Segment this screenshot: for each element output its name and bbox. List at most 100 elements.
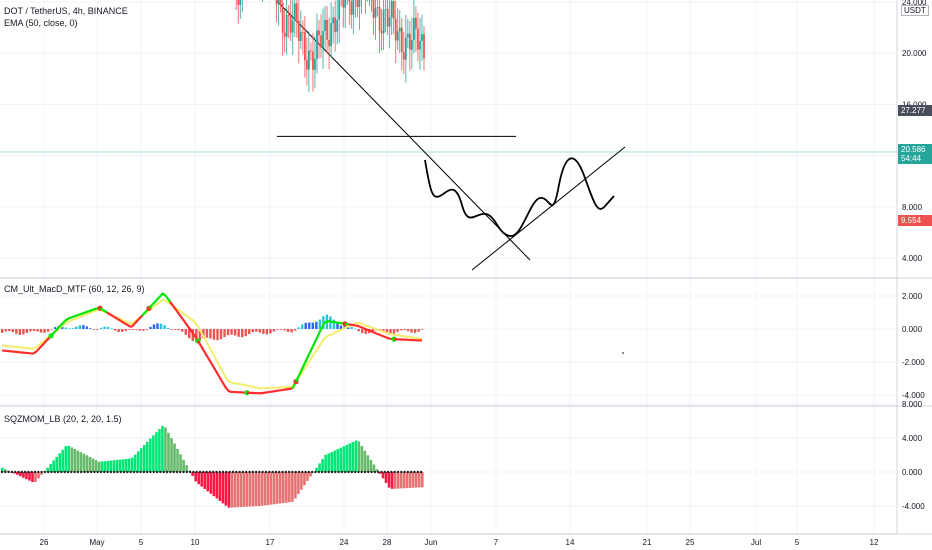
- macd-hist-bar: [50, 329, 53, 330]
- sqz-bar: [19, 472, 22, 477]
- time-scale[interactable]: 26 May 5 10 17 24 28 Jun 7 14 21 25 Jul 5 12: [40, 538, 879, 547]
- ascending-trendline: [471, 146, 626, 271]
- sqz-bar: [366, 455, 370, 472]
- squeeze-dot: [165, 470, 169, 474]
- squeeze-dot: [43, 470, 47, 474]
- squeeze-dot: [33, 470, 37, 474]
- macd-hist-bar: [89, 328, 92, 330]
- last-price-badge-text: 20.586: [901, 145, 926, 154]
- macd-line-segment: [372, 331, 377, 335]
- sqz-bar: [251, 472, 255, 507]
- macd-line-segment: [43, 338, 49, 345]
- macd-hist-bar: [22, 329, 25, 335]
- sqz-bar: [275, 472, 279, 504]
- candle-body: [350, 1, 353, 15]
- macd-hist-bar: [230, 329, 233, 335]
- ema-legend[interactable]: EMA (50, close, 0): [4, 18, 78, 28]
- squeeze-dot: [363, 470, 367, 474]
- squeeze-dot: [99, 470, 103, 474]
- candle-body: [356, 0, 359, 7]
- squeeze-dot: [4, 470, 7, 474]
- sqz-bar: [327, 453, 330, 472]
- sqz-bar: [4, 469, 7, 472]
- macd-line-segment: [71, 314, 76, 319]
- time-tick-label: 21: [643, 538, 652, 547]
- macd-hist-bar: [152, 324, 156, 329]
- macd-legend[interactable]: CM_Ult_MacD_MTF (60, 12, 26, 9): [4, 284, 145, 294]
- sqz-bar: [146, 441, 149, 472]
- macd-line-segment: [316, 329, 322, 339]
- squeeze-dot: [142, 470, 146, 474]
- squeeze-dot: [86, 470, 90, 474]
- squeeze-dot: [76, 470, 80, 474]
- sqz-bar: [321, 459, 324, 472]
- candle-body: [342, 0, 345, 8]
- squeeze-dot: [400, 470, 403, 474]
- macd-hist-bar: [399, 329, 403, 331]
- squeeze-dot: [56, 470, 60, 474]
- grid-lines: [0, 0, 932, 535]
- macd-hist-bar: [241, 329, 244, 338]
- squeeze-dots: [0, 470, 423, 474]
- sqz-bar: [70, 447, 74, 472]
- squeeze-dot: [370, 470, 373, 474]
- symbol-title[interactable]: DOT / TetherUS, 4h, BINANCE: [4, 6, 128, 16]
- sqz-bar: [300, 472, 303, 490]
- macd-hist-bar: [184, 329, 187, 335]
- squeeze-dot: [357, 470, 360, 474]
- sqz-legend[interactable]: SQZMOM_LB (20, 2, 20, 1.5): [4, 414, 122, 424]
- macd-line-segment: [78, 312, 83, 316]
- squeeze-dot: [195, 470, 198, 474]
- squeeze-dot: [393, 470, 396, 474]
- macd-hist-bar: [82, 325, 85, 329]
- squeeze-dot: [192, 470, 195, 474]
- candle-body: [305, 60, 308, 70]
- candle-body: [384, 9, 387, 10]
- macd-hist-bar: [304, 322, 307, 329]
- candle-body: [330, 23, 333, 47]
- macd-line-segment: [127, 324, 132, 329]
- macd-line-segment: [288, 387, 293, 391]
- candle-body: [299, 32, 302, 41]
- macd-hist-bar: [212, 329, 216, 340]
- squeeze-dot: [258, 470, 261, 474]
- candle-body: [318, 30, 320, 36]
- candle-body: [275, 0, 278, 5]
- price-scale[interactable]: 4.0008.00012.00016.00020.00024.00028.000…: [0, 0, 927, 535]
- macd-line-segment: [169, 300, 175, 308]
- squeeze-dot: [218, 470, 221, 474]
- macd-line-segment: [221, 381, 227, 389]
- macd-line-segment: [102, 309, 108, 314]
- macd-hist-bar: [195, 329, 198, 343]
- squeeze-dot: [159, 470, 162, 474]
- sqz-bar: [339, 447, 343, 472]
- squeeze-dot: [301, 470, 304, 474]
- sqz-bar: [34, 472, 37, 482]
- currency-label[interactable]: USDT: [901, 5, 929, 16]
- descending-trendline: [275, 0, 531, 261]
- candle-body: [388, 17, 391, 27]
- candle-body: [404, 37, 407, 60]
- macd-hist-bar: [110, 328, 113, 330]
- sqz-bar: [94, 460, 98, 472]
- macd-line-segment: [327, 320, 332, 323]
- macd-line-segment: [319, 322, 325, 331]
- macd-hist-bar: [233, 329, 237, 336]
- macd-hist-bar: [392, 329, 396, 334]
- squeeze-dot: [188, 470, 192, 474]
- sqz-bar: [182, 459, 185, 472]
- candle-body: [417, 28, 419, 50]
- sqz-bar: [227, 472, 231, 508]
- sqz-bar: [73, 448, 77, 472]
- macd-line-segment: [130, 322, 136, 328]
- alert-price-badge-text: 9.554: [901, 216, 922, 225]
- macd-hist-bar: [75, 326, 78, 329]
- macd-line-segment: [109, 313, 115, 318]
- macd-line-segment: [211, 363, 217, 371]
- macd-hist-bar: [262, 329, 265, 334]
- squeeze-momentum-histogram: [1, 425, 424, 508]
- squeeze-dot: [241, 470, 245, 474]
- sqz-bar: [312, 472, 315, 473]
- macd-hist-bar: [11, 329, 14, 333]
